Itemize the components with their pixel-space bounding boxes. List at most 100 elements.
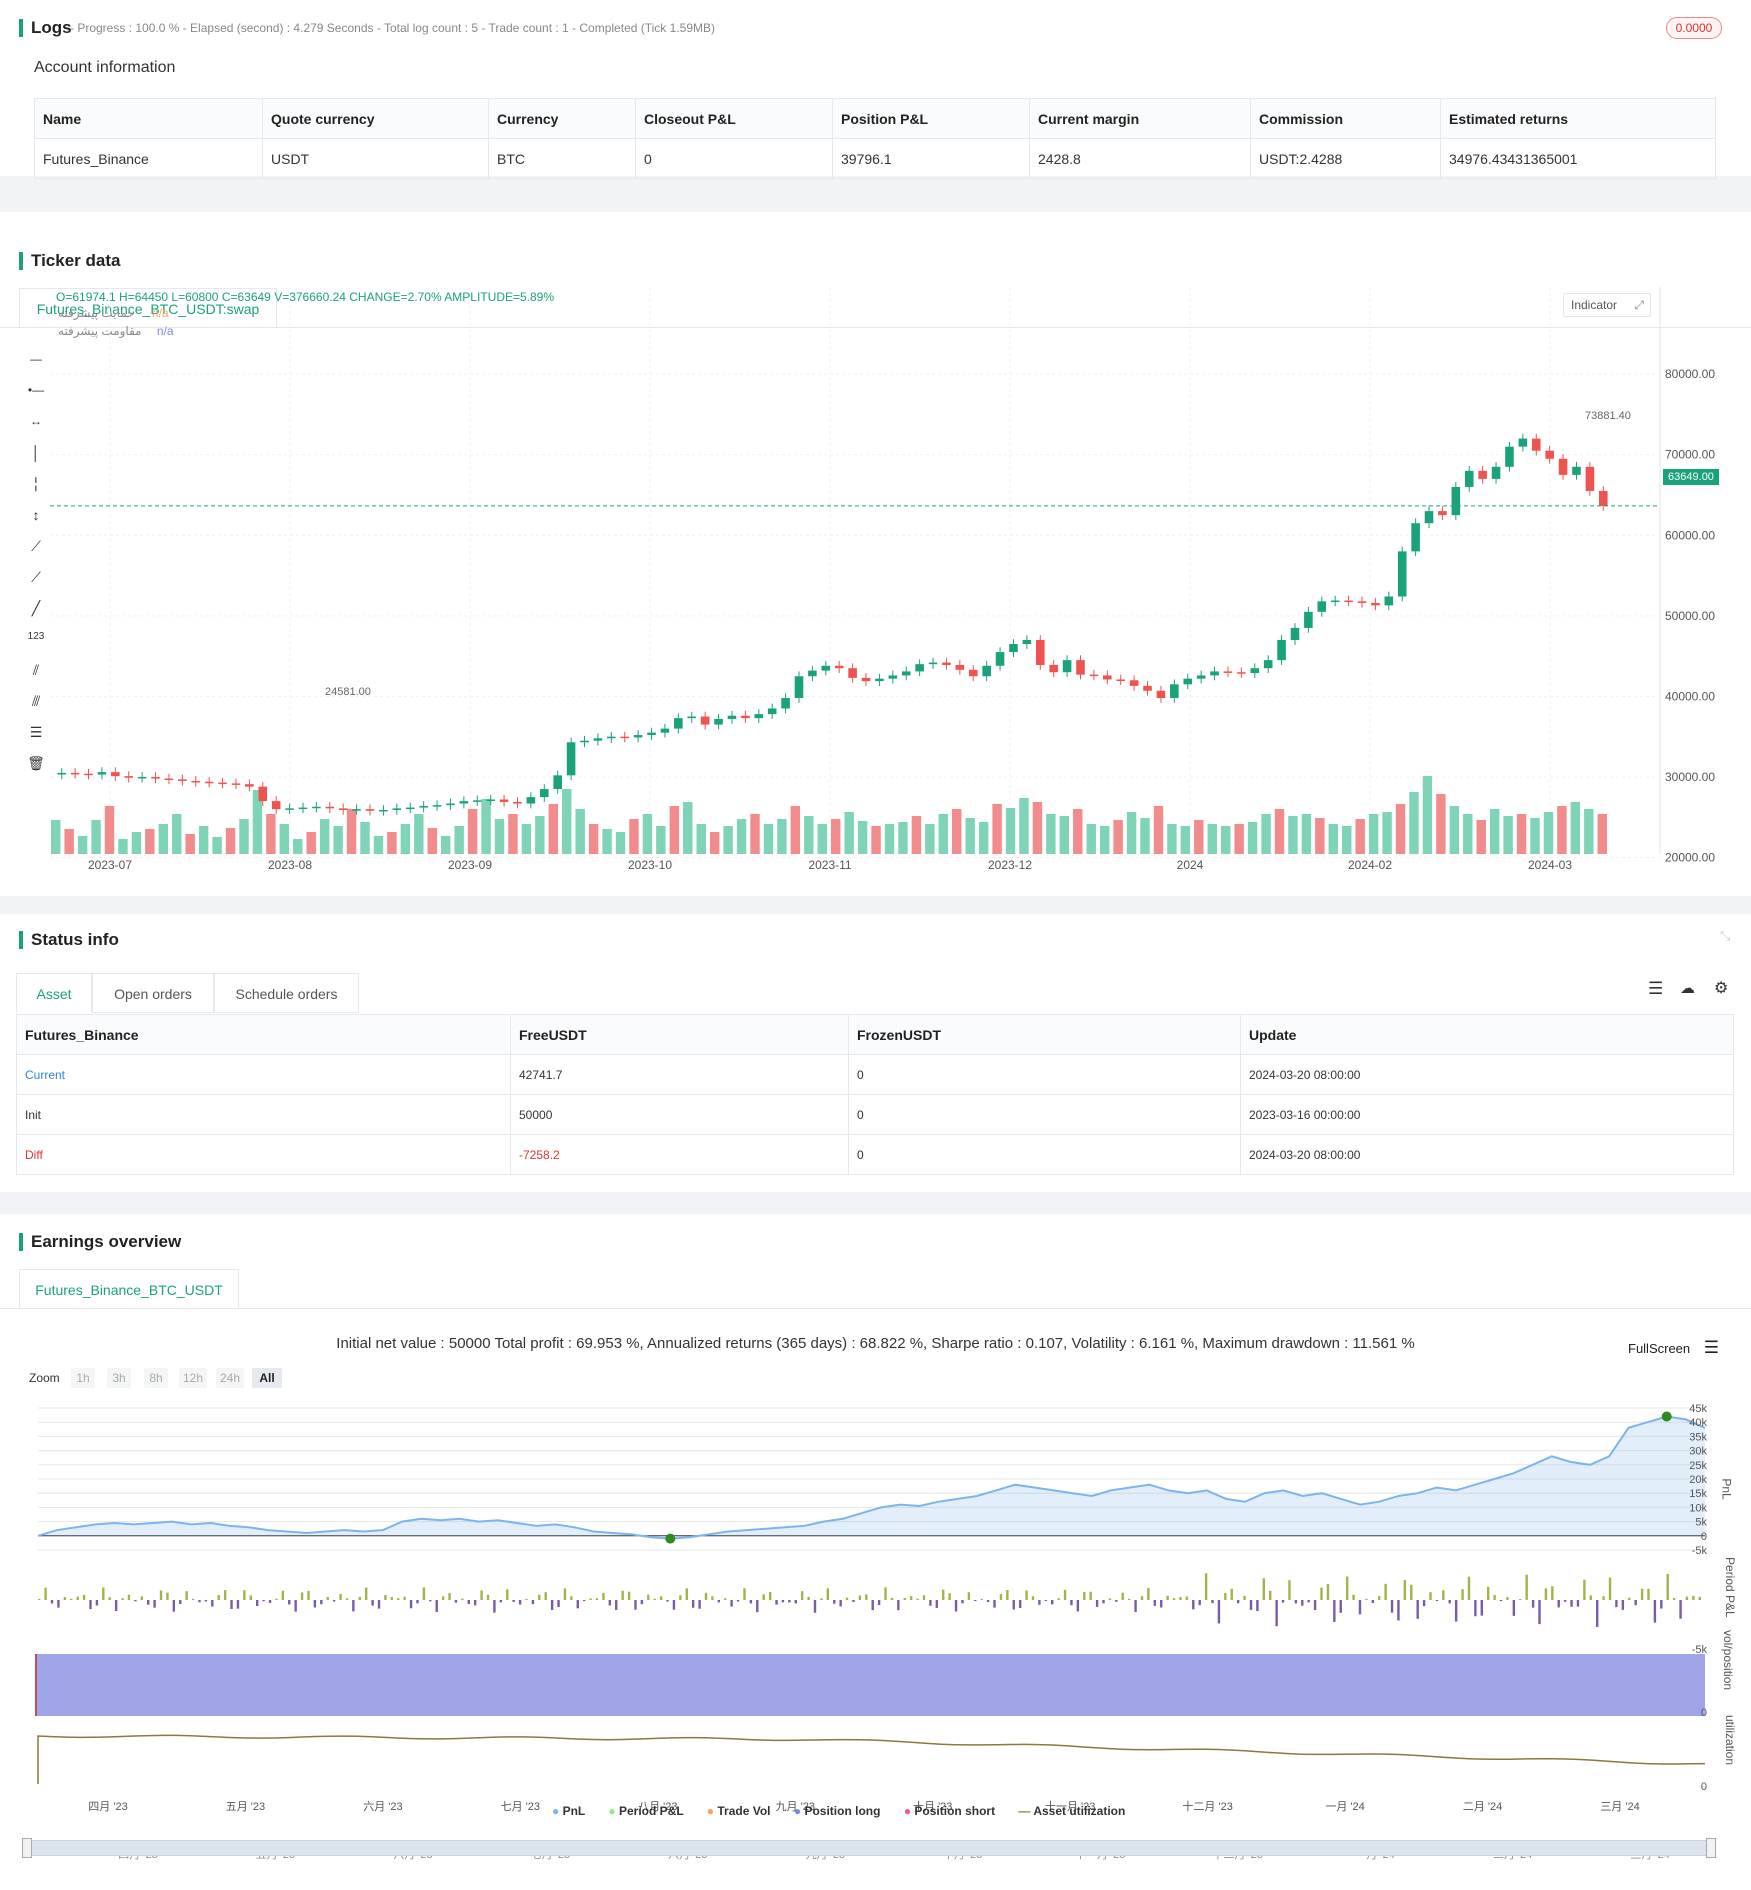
candle-body <box>928 662 938 665</box>
cloud-download-icon[interactable]: ☁ <box>1680 980 1695 997</box>
volume-bar <box>1489 809 1500 854</box>
zoom-8h-button[interactable]: 8h <box>144 1368 168 1388</box>
navigator-scrollbar[interactable] <box>24 1840 1714 1856</box>
y-tick-label: 20k <box>1689 1474 1707 1486</box>
candle-body <box>419 805 428 808</box>
period-pnl-bar <box>1333 1600 1336 1622</box>
horizontal-line-tool-icon[interactable]: — <box>30 352 42 366</box>
legend-item-util[interactable]: — Asset utilization <box>1018 1804 1125 1818</box>
zoom-24h-button[interactable]: 24h <box>216 1368 244 1388</box>
zoom-3h-button[interactable]: 3h <box>107 1368 131 1388</box>
legend-item-period[interactable]: ● Period P&L <box>608 1804 683 1818</box>
period-pnl-bar <box>50 1600 54 1604</box>
period-pnl-bar <box>1243 1595 1246 1600</box>
tab-schedule-orders[interactable]: Schedule orders <box>214 973 359 1013</box>
candlestick-chart[interactable]: 80000.00 70000.00 60000.00 50000.00 40000.00… <box>0 212 1751 896</box>
candle-body <box>1464 470 1474 487</box>
period-pnl-bar <box>1365 1598 1368 1600</box>
candle-body <box>1397 551 1407 597</box>
tab-earnings-symbol[interactable]: Futures_Binance_BTC_USDT <box>19 1269 239 1309</box>
parallel-channel-tool-icon[interactable]: ⫽ <box>32 662 40 678</box>
vertical-segment-tool-icon[interactable]: ╎ <box>31 476 41 492</box>
gear-icon[interactable]: ⚙ <box>1714 980 1729 997</box>
fullscreen-button[interactable]: FullScreen ☰ <box>1628 1338 1719 1358</box>
high-price-label: 73881.40 <box>1585 410 1631 422</box>
pitchfork-tool-icon[interactable]: ⫻ <box>31 693 41 709</box>
period-pnl-bar <box>691 1600 695 1608</box>
candle-body <box>767 708 777 715</box>
vol-axis-label: 0 <box>1701 1707 1707 1719</box>
vertical-arrow-tool-icon[interactable]: ↕ <box>32 507 40 523</box>
volume-bar <box>172 814 182 854</box>
trend-line-tool-icon[interactable]: ⟋ <box>31 538 41 554</box>
ray-line-tool-icon[interactable]: ⟋ <box>31 569 41 585</box>
horizontal-ray-tool-icon[interactable]: •— <box>27 383 45 397</box>
menu-icon[interactable]: ☰ <box>1703 1338 1720 1357</box>
volume-bar <box>333 826 343 854</box>
period-pnl-bar <box>288 1600 291 1605</box>
list-view-icon[interactable]: ☰ <box>1648 979 1664 998</box>
volume-bar <box>1315 818 1325 854</box>
price-label-tool-icon[interactable]: 123 <box>27 631 45 642</box>
tab-open-orders[interactable]: Open orders <box>92 973 214 1013</box>
navigator-handle-left-icon[interactable] <box>22 1838 32 1858</box>
zoom-all-button[interactable]: All <box>252 1368 282 1388</box>
zoom-1h-button[interactable]: 1h <box>71 1368 95 1388</box>
tab-ticker-symbol[interactable]: Futures_Binance_BTC_USDT:swap <box>19 288 277 328</box>
ticker-panel: Ticker data Futures_Binance_BTC_USDT:swa… <box>0 212 1751 896</box>
candle-body <box>1103 675 1112 680</box>
tab-asset[interactable]: Asset <box>16 973 92 1013</box>
period-pnl-bar <box>1487 1586 1490 1600</box>
period-pnl-bar <box>871 1600 874 1611</box>
period-pnl-bar <box>935 1600 939 1608</box>
period-pnl-bar <box>255 1600 259 1607</box>
period-pnl-bar <box>409 1600 413 1609</box>
legend-item-tradevol[interactable]: ● Trade Vol <box>707 1804 771 1818</box>
status-title: Status info <box>19 930 119 949</box>
earnings-panel: Earnings overview Futures_Binance_BTC_US… <box>0 1214 1751 1890</box>
navigator-handle-right-icon[interactable] <box>1706 1838 1716 1858</box>
candle-body <box>1116 679 1126 681</box>
period-pnl-bar <box>422 1587 426 1600</box>
legend-item-long[interactable]: ● Position long <box>794 1804 881 1818</box>
collapse-icon[interactable]: ⤡ <box>1720 928 1731 943</box>
period-pnl-bar <box>1217 1600 1221 1624</box>
candle-body <box>1304 611 1313 628</box>
period-pnl-bar <box>948 1593 951 1600</box>
account-col-position-pnl: Position P&L <box>832 98 1030 139</box>
fibonacci-tool-icon[interactable]: ☰ <box>29 724 43 740</box>
period-pnl-bar <box>1563 1600 1567 1602</box>
period-pnl-bar <box>1140 1596 1144 1600</box>
candle-body <box>1572 466 1581 475</box>
legend-label: Position short <box>914 1804 996 1818</box>
legend-item-pnl[interactable]: ● PnL <box>552 1804 585 1818</box>
volume-bar <box>1301 814 1312 854</box>
period-pnl-bar <box>1179 1596 1182 1600</box>
period-pnl-bar <box>890 1597 894 1600</box>
period-pnl-bar <box>70 1598 73 1600</box>
legend-item-short[interactable]: ● Position short <box>904 1804 995 1818</box>
period-pnl-bar <box>531 1600 535 1605</box>
period-pnl-bar <box>1474 1600 1477 1617</box>
period-pnl-bar <box>1211 1600 1214 1604</box>
period-pnl-bar <box>813 1600 817 1613</box>
extended-line-tool-icon[interactable]: ↔ <box>30 414 42 428</box>
period-pnl-bar <box>1230 1588 1233 1600</box>
period-pnl-bar <box>1249 1600 1253 1610</box>
period-pnl-bar <box>717 1600 721 1603</box>
trash-icon[interactable]: 🗑 <box>27 755 45 771</box>
candle-body <box>432 805 442 807</box>
pnl-line <box>37 1415 1706 1540</box>
period-pnl-bar <box>1512 1600 1516 1616</box>
candle-body <box>472 800 482 802</box>
candle-body <box>446 803 455 806</box>
period-pnl-bar <box>275 1598 278 1600</box>
earnings-chart[interactable]: 45k 40k 35k 30k 25k 20k 15k 10k 5k 0 -5k -5k 0 0 四月 '2… <box>0 1394 1751 1890</box>
segment-tool-icon[interactable]: ╱ <box>31 600 41 616</box>
period-pnl-bar <box>602 1592 605 1600</box>
indicator-button[interactable]: Indicator ⤢ <box>1563 293 1651 317</box>
volume-bar <box>1449 806 1460 854</box>
zoom-12h-button[interactable]: 12h <box>179 1368 207 1388</box>
vertical-line-tool-icon[interactable]: │ <box>31 445 41 461</box>
expand-icon[interactable]: ⤢ <box>1634 298 1644 312</box>
